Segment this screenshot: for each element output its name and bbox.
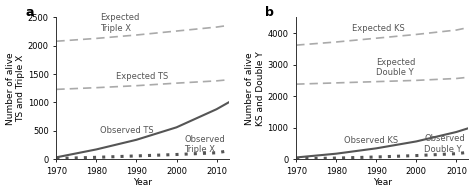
Text: Observed KS: Observed KS — [344, 136, 399, 146]
Text: Expected
Double Y: Expected Double Y — [376, 58, 416, 77]
Text: b: b — [265, 6, 274, 19]
Text: a: a — [26, 6, 34, 19]
Text: Observed TS: Observed TS — [100, 126, 154, 135]
Text: Expected KS: Expected KS — [352, 25, 405, 34]
Text: Expected
Triple X: Expected Triple X — [100, 13, 140, 33]
X-axis label: Year: Year — [133, 179, 152, 187]
Text: Observed
Double Y: Observed Double Y — [424, 134, 465, 154]
Text: Observed
Triple X: Observed Triple X — [184, 135, 225, 154]
Y-axis label: Number of alive
TS and Triple X: Number of alive TS and Triple X — [6, 52, 25, 124]
Y-axis label: Number of alive
KS and Double Y: Number of alive KS and Double Y — [245, 51, 264, 126]
X-axis label: Year: Year — [373, 179, 392, 187]
Text: Expected TS: Expected TS — [117, 72, 169, 81]
